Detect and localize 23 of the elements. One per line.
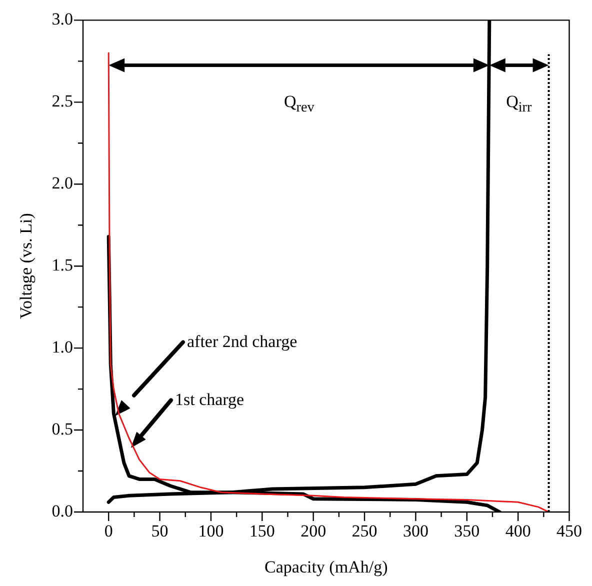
y-tick-label: 2.0 — [52, 174, 73, 193]
x-tick-label: 150 — [249, 522, 275, 541]
x-tick-label: 200 — [300, 522, 326, 541]
y-tick-label: 1.0 — [52, 338, 73, 357]
x-tick-label: 300 — [402, 522, 428, 541]
x-axis-title: Capacity (mAh/g) — [264, 557, 388, 576]
y-tick-label: 0.0 — [52, 501, 73, 520]
y-tick-label: 3.0 — [52, 10, 73, 29]
x-tick-label: 250 — [352, 522, 378, 541]
x-tick-label: 400 — [505, 522, 531, 541]
annotation: 1st charge — [175, 390, 244, 410]
annotation: after 2nd charge — [187, 332, 298, 352]
x-tick-label: 50 — [151, 522, 168, 541]
y-tick-label: 0.5 — [52, 420, 73, 438]
y-tick-label: 2.5 — [52, 92, 73, 111]
x-tick-label: 0 — [104, 522, 113, 541]
annotation: Q$_{irr}$ — [506, 92, 532, 116]
y-axis-title: Voltage (vs. Li) — [16, 213, 36, 320]
x-tick-label: 450 — [556, 522, 582, 541]
x-tick-label: 100 — [198, 522, 224, 541]
x-tick-label: 350 — [454, 522, 480, 541]
y-tick-label: 1.5 — [52, 256, 73, 275]
annotation: Q$_{rev}$ — [284, 92, 314, 116]
